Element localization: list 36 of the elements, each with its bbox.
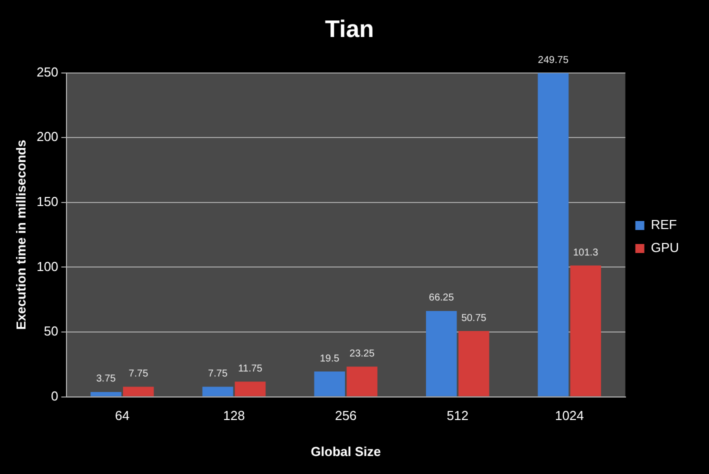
bar [538, 73, 569, 396]
data-label: 11.75 [238, 363, 263, 374]
legend-label: GPU [650, 240, 679, 256]
bar [234, 382, 266, 396]
data-label: 3.75 [96, 374, 116, 385]
x-tick-label: 1024 [554, 408, 584, 424]
y-tick-label: 200 [36, 129, 58, 144]
data-label: 50.75 [461, 312, 487, 324]
bar [570, 266, 602, 396]
x-tick-label: 64 [114, 408, 130, 424]
y-axis-title: Execution time in milliseconds [13, 140, 28, 330]
data-label: 19.5 [320, 353, 340, 364]
y-tick-label: 250 [36, 64, 58, 80]
bar [458, 331, 490, 396]
x-tick-label: 256 [334, 408, 357, 424]
y-tick-label: 150 [36, 194, 58, 209]
bar [426, 310, 457, 396]
y-tick-label: 100 [36, 258, 58, 274]
data-label: 7.75 [128, 368, 149, 380]
x-axis-title: Global Size [310, 444, 381, 459]
bar [123, 386, 154, 396]
bar [202, 386, 234, 396]
data-label: 7.75 [208, 368, 228, 380]
data-label: 66.25 [428, 292, 454, 304]
bar [314, 372, 345, 396]
chart-title: Tian [325, 16, 374, 44]
bar [90, 392, 122, 396]
data-label: 23.25 [350, 348, 375, 360]
data-label: 101.3 [573, 247, 599, 258]
x-tick-label: 128 [223, 408, 245, 424]
y-tick-label: 50 [44, 324, 58, 339]
data-label: 249.75 [538, 54, 569, 66]
legend-label: REF [650, 217, 677, 232]
x-tick-label: 512 [446, 408, 468, 424]
bar [346, 366, 378, 396]
y-tick-label: 0 [51, 388, 58, 404]
